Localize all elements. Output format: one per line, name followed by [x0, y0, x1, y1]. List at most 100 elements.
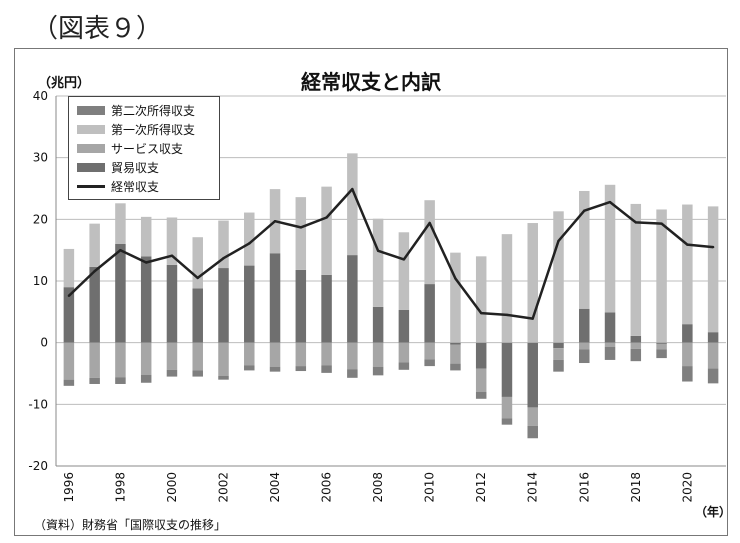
x-tick-label: 2010: [423, 472, 437, 503]
y-tick-label: -20: [28, 459, 48, 473]
bar-segment: [475, 342, 487, 369]
legend-label: サービス収支: [111, 142, 184, 156]
bar-segment: [166, 217, 178, 265]
current-account-point: [144, 261, 148, 264]
current-account-point: [119, 248, 122, 252]
x-tick-label: 2016: [577, 472, 591, 503]
bar-segment: [630, 203, 642, 336]
bar-segment: [218, 375, 229, 380]
current-account-point: [248, 242, 251, 245]
current-account-point: [325, 216, 328, 219]
bar-segment: [321, 342, 332, 366]
legend-swatch: [77, 106, 105, 115]
bar-segment: [707, 206, 719, 333]
bar-segment: [579, 342, 590, 350]
bar-segment: [115, 244, 126, 343]
bar-segment: [192, 237, 203, 289]
figure-caption: （図表９）: [32, 14, 163, 44]
bar-segment: [604, 312, 616, 343]
x-tick-label: 2020: [680, 472, 694, 503]
bar-segment: [682, 366, 693, 382]
x-axis-unit-label: （年）: [695, 505, 732, 519]
bar-segment: [527, 425, 538, 439]
bar-segment: [682, 324, 693, 343]
bar-segment: [244, 342, 255, 366]
bar-segment: [707, 368, 719, 384]
bar-segment: [269, 366, 281, 372]
bar-segment: [707, 332, 719, 343]
y-tick-label: 10: [33, 274, 48, 288]
bar-segment: [553, 342, 564, 349]
y-axis-unit-label: （兆円）: [38, 76, 91, 91]
current-account-point: [557, 239, 560, 243]
bar-segment: [372, 306, 384, 343]
bar-segment: [295, 269, 307, 343]
bar-segment: [501, 234, 513, 343]
bar-segment: [218, 342, 229, 376]
bar-segment: [424, 359, 435, 367]
bar-segment: [450, 344, 461, 364]
current-account-point: [222, 256, 225, 260]
chart-frame: [14, 48, 728, 536]
bar-segment: [398, 232, 410, 310]
current-account-point: [273, 219, 277, 223]
bar-segment: [63, 248, 75, 288]
bar-segment: [527, 223, 538, 343]
current-account-point: [608, 200, 612, 204]
bar-segment: [604, 184, 616, 313]
current-account-point: [196, 276, 199, 280]
bar-segment: [166, 342, 178, 370]
x-tick-label: 2000: [165, 472, 179, 503]
bar-segment: [398, 342, 410, 363]
bar-segment: [398, 309, 410, 343]
legend-label: 第二次所得収支: [111, 104, 196, 118]
bar-segment: [63, 379, 75, 386]
current-account-point: [686, 243, 689, 246]
bar-segment: [140, 342, 152, 375]
x-tick-label: 2018: [629, 472, 643, 503]
x-tick-label: 2006: [320, 472, 334, 503]
bar-segment: [295, 366, 307, 372]
bar-segment: [192, 288, 203, 343]
current-account-point: [583, 209, 586, 212]
bar-segment: [321, 186, 332, 275]
legend-item-trade: 貿易収支: [77, 158, 219, 177]
x-tick-label: 2002: [217, 472, 231, 503]
bar-segment: [398, 362, 410, 370]
bar-segment: [347, 255, 358, 343]
bar-segment: [347, 342, 358, 370]
current-account-point: [67, 294, 71, 297]
bar-segment: [579, 349, 590, 364]
current-account-point: [402, 258, 406, 261]
current-account-point: [376, 249, 380, 252]
current-account-point: [505, 313, 509, 317]
bar-segment: [269, 253, 281, 343]
bar-segment: [630, 348, 642, 362]
bar-segment: [450, 363, 461, 371]
bar-segment: [269, 342, 281, 367]
bar-segment: [424, 200, 435, 285]
y-tick-label: 40: [33, 89, 48, 103]
bar-segment: [501, 418, 513, 425]
current-account-point: [428, 221, 431, 225]
bar-segment: [321, 274, 332, 343]
bar-segment: [656, 343, 667, 350]
bar-segment: [140, 374, 152, 383]
bar-segment: [553, 359, 564, 372]
bar-segment: [372, 218, 384, 307]
chart-title: 経常収支と内訳: [301, 70, 441, 94]
x-tick-label: 2012: [474, 472, 488, 503]
current-account-point: [351, 187, 354, 191]
bar-segment: [424, 342, 435, 360]
y-tick-label: 30: [33, 151, 48, 165]
bar-segment: [244, 212, 255, 266]
bar-segment: [347, 369, 358, 378]
bar-segment: [140, 256, 152, 343]
bar-segment: [707, 342, 719, 369]
legend-swatch: [77, 125, 105, 134]
bar-segment: [244, 365, 255, 371]
bar-segment: [656, 342, 667, 344]
bar-segment: [527, 342, 538, 408]
bar-segment: [501, 342, 513, 397]
bar-segment: [630, 342, 642, 349]
